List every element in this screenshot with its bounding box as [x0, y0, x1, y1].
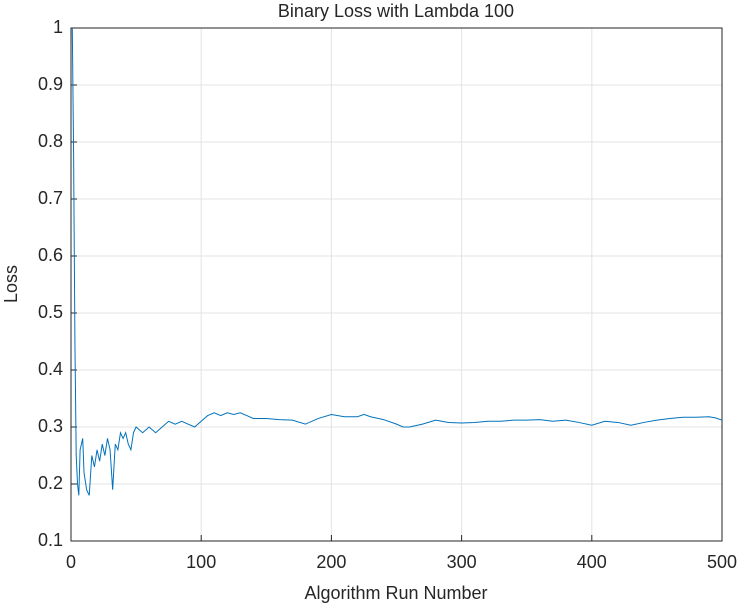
x-tick-label: 300	[447, 552, 477, 572]
y-tick-label: 0.4	[38, 359, 63, 379]
y-tick-label: 0.8	[38, 131, 63, 151]
x-tick-label: 100	[186, 552, 216, 572]
y-tick-label: 0.3	[38, 416, 63, 436]
x-tick-label: 500	[707, 552, 737, 572]
y-tick-label: 0.7	[38, 188, 63, 208]
axes-box	[70, 27, 723, 542]
y-tick-label: 0.5	[38, 302, 63, 322]
x-tick-label: 200	[316, 552, 346, 572]
y-axis-label: Loss	[1, 265, 21, 303]
x-axis-label: Algorithm Run Number	[304, 583, 487, 603]
x-tick-label: 400	[577, 552, 607, 572]
y-tick-label: 0.1	[38, 530, 63, 550]
y-tick-label: 1	[53, 17, 63, 37]
x-tick-label: 0	[66, 552, 76, 572]
chart-title: Binary Loss with Lambda 100	[278, 1, 514, 21]
y-tick-label: 0.6	[38, 245, 63, 265]
y-tick-label: 0.2	[38, 473, 63, 493]
y-tick-label: 0.9	[38, 74, 63, 94]
data-line	[71, 27, 723, 496]
